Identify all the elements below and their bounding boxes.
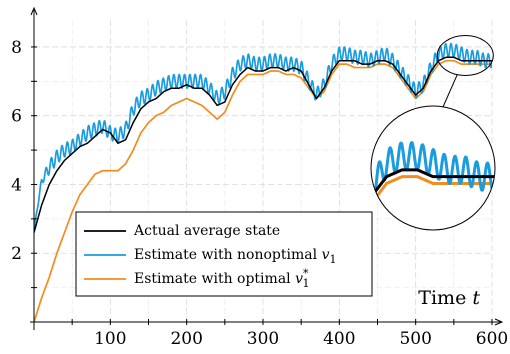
- x-tick-label: 600: [476, 329, 508, 349]
- x-tick-label: 100: [94, 329, 126, 349]
- x-tick-label: 400: [323, 329, 355, 349]
- legend-label-2: Estimate with optimal v* 1: [134, 267, 310, 290]
- legend: Actual average state Estimate with nonopt…: [75, 211, 373, 297]
- x-axis-arrow: [494, 318, 504, 326]
- zoom-inset-border: [370, 105, 496, 231]
- zoom-series-line-2: [371, 175, 495, 206]
- y-axis-arrow: [30, 6, 38, 16]
- legend-label-0: Actual average state: [133, 223, 280, 239]
- x-tick-label: 500: [399, 329, 431, 349]
- series-layer: [34, 42, 492, 323]
- x-tick-label: 200: [170, 329, 202, 349]
- axes: [30, 6, 504, 330]
- zoom-inset-lines: [371, 141, 495, 206]
- zoom-inset: [370, 35, 496, 231]
- legend-label-1: Estimate with nonoptimal v1: [134, 247, 336, 266]
- zoom-series-line-1: [371, 141, 495, 201]
- zoom-region-marker: [436, 35, 494, 77]
- zoom-series-line-0: [371, 168, 495, 199]
- series-line-1: [34, 42, 492, 230]
- zoom-connector: [442, 74, 458, 108]
- tick-labels: 100 200 300 400 500 600 2 4 6 8: [11, 38, 508, 349]
- x-tick-label: 300: [247, 329, 279, 349]
- zoom-inset-background: [371, 106, 495, 230]
- x-axis-title: Time t: [418, 287, 480, 309]
- series-line-0: [34, 56, 492, 233]
- y-tick-label: 2: [11, 244, 22, 264]
- legend-box: [75, 211, 373, 297]
- y-tick-label: 4: [11, 175, 22, 195]
- y-tick-label: 8: [11, 38, 22, 58]
- y-tick-label: 6: [11, 107, 22, 127]
- series-line-2: [34, 59, 492, 323]
